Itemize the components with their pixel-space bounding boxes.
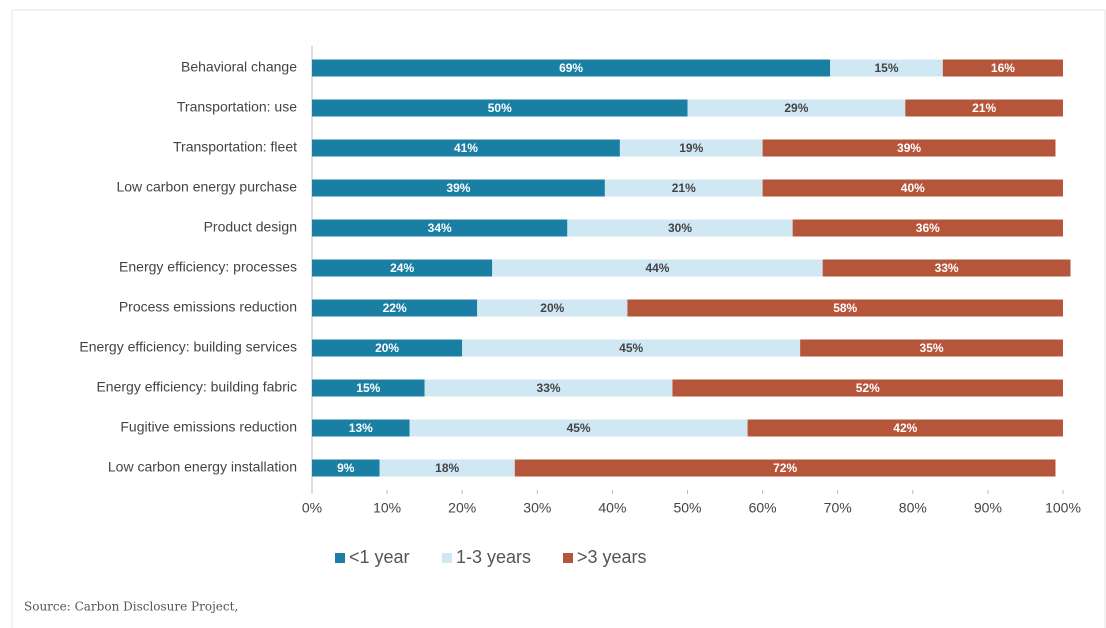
bar-segment	[687, 99, 906, 117]
category-label: Transportation: use	[177, 99, 297, 115]
bar-segment	[312, 179, 605, 197]
bar-segment	[379, 459, 515, 477]
value-label: 34%	[428, 221, 452, 235]
bar-segment	[312, 419, 410, 437]
category-label: Transportation: fleet	[173, 139, 297, 155]
x-tick-label: 70%	[824, 500, 852, 516]
x-tick-label: 60%	[749, 500, 777, 516]
x-tick-label: 10%	[373, 500, 401, 516]
value-label: 42%	[893, 421, 917, 435]
x-tick-label: 20%	[448, 500, 476, 516]
bar-segment	[905, 99, 1063, 117]
value-label: 15%	[874, 61, 898, 75]
value-label: 58%	[833, 301, 857, 315]
value-label: 39%	[446, 181, 470, 195]
source-note: Source: Carbon Disclosure Project,	[24, 600, 238, 614]
value-label: 29%	[784, 101, 808, 115]
category-label: Energy efficiency: building fabric	[96, 379, 297, 395]
bar-segment	[312, 339, 463, 357]
value-label: 30%	[668, 221, 692, 235]
legend-label: >3 years	[577, 547, 647, 567]
bar-segment	[942, 59, 1063, 77]
value-label: 33%	[935, 261, 959, 275]
bar-segment	[312, 139, 620, 157]
x-tick-label: 0%	[302, 500, 322, 516]
bar-segment	[312, 259, 493, 277]
bar-segment	[312, 59, 831, 77]
bar-segment	[747, 419, 1063, 437]
category-label: Behavioral change	[181, 59, 297, 75]
value-label: 69%	[559, 61, 583, 75]
bar-segment	[672, 379, 1063, 397]
x-tick-label: 50%	[673, 500, 701, 516]
value-label: 40%	[901, 181, 925, 195]
category-label: Process emissions reduction	[119, 299, 297, 315]
bar-segment	[492, 259, 823, 277]
bar-segment	[312, 99, 688, 117]
value-label: 20%	[540, 301, 564, 315]
value-label: 21%	[972, 101, 996, 115]
category-label: Fugitive emissions reduction	[120, 419, 297, 435]
value-label: 33%	[537, 381, 561, 395]
x-tick-label: 100%	[1045, 500, 1081, 516]
legend-swatch	[442, 553, 452, 563]
value-label: 18%	[435, 461, 459, 475]
category-label: Product design	[204, 219, 297, 235]
bar-segment	[800, 339, 1063, 357]
value-label: 19%	[679, 141, 703, 155]
value-label: 44%	[645, 261, 669, 275]
value-label: 41%	[454, 141, 478, 155]
bar-segment	[312, 219, 568, 237]
bar-segment	[627, 299, 1063, 317]
legend-swatch	[335, 553, 345, 563]
bar-segment	[822, 259, 1071, 277]
bar-segment	[424, 379, 673, 397]
value-label: 45%	[567, 421, 591, 435]
value-label: 22%	[383, 301, 407, 315]
bar-segment	[604, 179, 763, 197]
x-tick-label: 30%	[523, 500, 551, 516]
legend-label: 1-3 years	[456, 547, 531, 567]
value-label: 72%	[773, 461, 797, 475]
bar-segment	[462, 339, 801, 357]
category-label: Low carbon energy installation	[108, 459, 297, 475]
bar-segment	[312, 459, 380, 477]
value-label: 52%	[856, 381, 880, 395]
bar-segment	[477, 299, 628, 317]
bar-segment	[830, 59, 943, 77]
x-tick-label: 80%	[899, 500, 927, 516]
bar-segment	[312, 379, 425, 397]
bar-segment	[792, 219, 1063, 237]
value-label: 13%	[349, 421, 373, 435]
value-label: 21%	[672, 181, 696, 195]
bar-segment	[619, 139, 763, 157]
value-label: 39%	[897, 141, 921, 155]
category-label: Energy efficiency: building services	[79, 339, 297, 355]
bar-segment	[762, 139, 1056, 157]
value-label: 24%	[390, 261, 414, 275]
value-label: 9%	[337, 461, 355, 475]
legend-label: <1 year	[349, 547, 410, 567]
value-label: 35%	[920, 341, 944, 355]
value-label: 36%	[916, 221, 940, 235]
frame	[11, 9, 1106, 628]
value-label: 20%	[375, 341, 399, 355]
bar-segment	[312, 299, 478, 317]
x-tick-label: 90%	[974, 500, 1002, 516]
x-tick-label: 40%	[598, 500, 626, 516]
category-label: Low carbon energy purchase	[116, 179, 297, 195]
value-label: 50%	[488, 101, 512, 115]
value-label: 16%	[991, 61, 1015, 75]
legend-swatch	[563, 553, 573, 563]
value-label: 15%	[356, 381, 380, 395]
bar-segment	[762, 179, 1063, 197]
value-label: 45%	[619, 341, 643, 355]
bar-segment	[409, 419, 748, 437]
bar-segment	[514, 459, 1056, 477]
category-label: Energy efficiency: processes	[119, 259, 297, 275]
bar-segment	[567, 219, 793, 237]
